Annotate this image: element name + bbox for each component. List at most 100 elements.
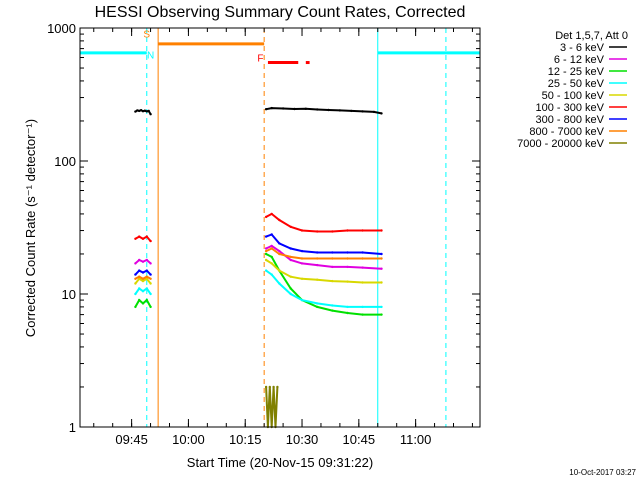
data-point [350, 109, 353, 113]
data-point [138, 287, 141, 290]
data-point [149, 282, 152, 285]
data-point [141, 279, 145, 283]
data-point [270, 247, 273, 250]
data-point [278, 242, 281, 245]
data-point [346, 257, 349, 260]
data-point [134, 305, 137, 309]
event-marker-label: N [147, 50, 154, 61]
data-point [331, 257, 334, 260]
data-point [138, 109, 141, 113]
data-point [270, 233, 273, 236]
data-point [380, 229, 383, 232]
data-point [380, 281, 383, 284]
data-point [149, 113, 152, 116]
data-point [316, 251, 319, 254]
data-point [316, 257, 319, 260]
y-axis-label: Corrected Count Rate (s⁻¹ detector⁻¹) [23, 119, 38, 337]
plot-frame [79, 27, 481, 428]
series-line [265, 107, 382, 115]
data-point [141, 237, 145, 240]
data-point [272, 385, 275, 389]
data-point [141, 302, 145, 305]
data-point [145, 269, 148, 272]
series-3-6-kev [134, 106, 383, 116]
data-point [141, 271, 145, 274]
legend-label: 6 - 12 keV [554, 54, 605, 66]
event-markers-layer: SN F [79, 28, 480, 427]
data-point [138, 275, 141, 278]
data-point [331, 304, 334, 307]
data-point [338, 109, 342, 112]
legend-label: 50 - 100 keV [542, 90, 605, 102]
data-point [361, 251, 364, 254]
data-point [264, 215, 268, 219]
data-point [264, 385, 268, 389]
y-tick-label: 1 [69, 420, 76, 435]
data-point [145, 258, 148, 262]
data-point [316, 263, 319, 267]
data-point [380, 252, 383, 256]
data-point [316, 305, 319, 309]
data-point [147, 109, 150, 113]
data-point [149, 277, 152, 280]
data-point [331, 309, 334, 312]
data-point [293, 107, 296, 111]
data-point [289, 225, 292, 228]
legend-header: Det 1,5,7, Att 0 [555, 30, 628, 42]
data-point [361, 257, 364, 260]
data-point [361, 281, 364, 284]
data-point [361, 266, 364, 269]
data-point [300, 257, 304, 260]
data-point [264, 247, 268, 250]
data-point [300, 262, 304, 265]
legend-label: 300 - 800 keV [536, 114, 605, 126]
series-50-100-kev [134, 258, 383, 285]
series-line [265, 253, 382, 316]
series-300-800-kev [134, 233, 383, 276]
data-point [289, 255, 292, 259]
data-point [316, 230, 319, 233]
data-point [300, 298, 304, 302]
x-tick-label: 10:45 [343, 432, 376, 447]
data-point [346, 229, 349, 232]
data-point [316, 302, 319, 305]
data-point [276, 385, 279, 389]
data-point [149, 262, 152, 265]
data-point [304, 107, 307, 111]
data-point [138, 277, 141, 280]
chart-title: HESSI Observing Summary Count Rates, Cor… [95, 4, 466, 21]
x-tick-label: 09:45 [115, 432, 148, 447]
data-point [300, 249, 304, 253]
data-point [136, 109, 139, 112]
data-point [149, 273, 152, 276]
x-tick-label: 10:00 [172, 432, 205, 447]
data-point [134, 262, 137, 265]
y-tick-label: 10 [62, 287, 76, 302]
data-point [138, 269, 141, 272]
series-layer [134, 106, 383, 429]
data-point [361, 305, 364, 309]
data-point [331, 279, 334, 283]
data-point [134, 282, 137, 285]
data-point [264, 258, 268, 262]
data-point [270, 244, 273, 248]
data-point [289, 287, 292, 290]
series-12-25-kev [134, 252, 383, 316]
data-point [145, 298, 148, 302]
x-tick-label: 11:00 [400, 432, 432, 447]
data-point [134, 110, 137, 113]
legend-label: 25 - 50 keV [548, 78, 605, 90]
series-line [265, 212, 382, 233]
data-point [134, 277, 137, 280]
data-point [346, 311, 349, 315]
data-point [346, 251, 349, 254]
event-marker-label: F [257, 53, 263, 64]
data-point [316, 278, 319, 281]
data-point [149, 305, 152, 309]
data-point [346, 305, 349, 309]
data-point [270, 273, 273, 276]
data-point [139, 109, 143, 112]
